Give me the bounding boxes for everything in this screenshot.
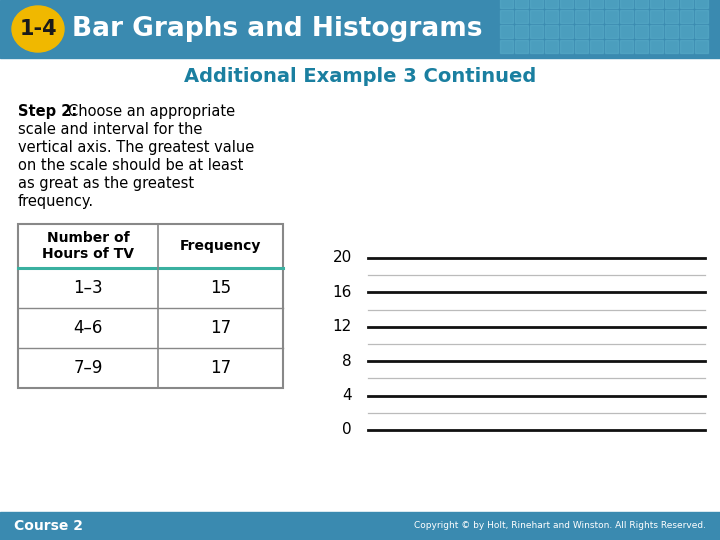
Bar xyxy=(635,40,648,53)
Text: 16: 16 xyxy=(333,285,352,300)
Bar xyxy=(500,40,513,53)
Text: 1–3: 1–3 xyxy=(73,279,103,297)
Bar xyxy=(650,10,663,23)
Bar xyxy=(620,0,633,8)
Bar xyxy=(665,0,678,8)
Bar xyxy=(545,0,558,8)
Text: Course 2: Course 2 xyxy=(14,519,83,533)
Bar xyxy=(560,0,573,8)
Bar xyxy=(695,0,708,8)
Text: Bar Graphs and Histograms: Bar Graphs and Histograms xyxy=(72,16,482,42)
Text: 15: 15 xyxy=(210,279,231,297)
Text: 8: 8 xyxy=(343,354,352,369)
Bar xyxy=(605,25,618,38)
Text: 12: 12 xyxy=(333,319,352,334)
Bar xyxy=(665,10,678,23)
Bar xyxy=(605,10,618,23)
Bar xyxy=(650,40,663,53)
Text: 1-4: 1-4 xyxy=(19,19,57,39)
Text: Copyright © by Holt, Rinehart and Winston. All Rights Reserved.: Copyright © by Holt, Rinehart and Winsto… xyxy=(414,522,706,530)
Bar xyxy=(500,0,513,8)
Bar xyxy=(545,10,558,23)
Bar xyxy=(605,40,618,53)
Bar xyxy=(530,10,543,23)
Bar xyxy=(695,10,708,23)
Text: 0: 0 xyxy=(343,422,352,437)
Bar xyxy=(590,25,603,38)
Bar xyxy=(545,25,558,38)
Bar xyxy=(620,10,633,23)
Text: Choose an appropriate: Choose an appropriate xyxy=(68,104,235,119)
Bar xyxy=(0,0,720,58)
Bar xyxy=(575,10,588,23)
Text: frequency.: frequency. xyxy=(18,194,94,209)
Bar xyxy=(560,25,573,38)
Text: 17: 17 xyxy=(210,359,231,377)
Bar xyxy=(545,40,558,53)
Text: 17: 17 xyxy=(210,319,231,337)
Bar xyxy=(695,40,708,53)
Bar xyxy=(605,0,618,8)
Bar xyxy=(620,40,633,53)
Bar xyxy=(18,224,283,388)
Ellipse shape xyxy=(12,6,64,52)
Text: Additional Example 3 Continued: Additional Example 3 Continued xyxy=(184,68,536,86)
Bar xyxy=(695,25,708,38)
Bar xyxy=(515,40,528,53)
Text: as great as the greatest: as great as the greatest xyxy=(18,176,194,191)
Bar xyxy=(680,10,693,23)
Text: 4–6: 4–6 xyxy=(73,319,103,337)
Bar xyxy=(635,25,648,38)
Bar xyxy=(650,25,663,38)
Bar xyxy=(665,40,678,53)
Bar xyxy=(665,25,678,38)
Bar xyxy=(635,10,648,23)
Bar xyxy=(575,25,588,38)
Bar xyxy=(590,10,603,23)
Text: 4: 4 xyxy=(343,388,352,403)
Bar xyxy=(680,25,693,38)
Text: Number of
Hours of TV: Number of Hours of TV xyxy=(42,231,134,261)
Text: scale and interval for the: scale and interval for the xyxy=(18,122,202,137)
Bar xyxy=(620,25,633,38)
Bar xyxy=(590,0,603,8)
Bar xyxy=(680,40,693,53)
Bar xyxy=(680,0,693,8)
Bar xyxy=(575,0,588,8)
Bar xyxy=(515,25,528,38)
Text: vertical axis. The greatest value: vertical axis. The greatest value xyxy=(18,140,254,155)
Bar xyxy=(530,25,543,38)
Bar xyxy=(530,40,543,53)
Bar xyxy=(590,40,603,53)
Bar xyxy=(515,10,528,23)
Text: on the scale should be at least: on the scale should be at least xyxy=(18,158,243,173)
Bar xyxy=(650,0,663,8)
Bar xyxy=(530,0,543,8)
Text: Step 2:: Step 2: xyxy=(18,104,77,119)
Text: Frequency: Frequency xyxy=(180,239,261,253)
Text: 7–9: 7–9 xyxy=(73,359,103,377)
Bar xyxy=(515,0,528,8)
Bar xyxy=(560,10,573,23)
Bar xyxy=(635,0,648,8)
Bar xyxy=(0,512,720,540)
Bar xyxy=(500,10,513,23)
Bar xyxy=(575,40,588,53)
Text: 20: 20 xyxy=(333,251,352,266)
Bar xyxy=(560,40,573,53)
Bar xyxy=(500,25,513,38)
